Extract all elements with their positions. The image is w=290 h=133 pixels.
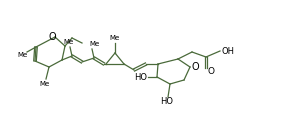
Text: O: O xyxy=(191,62,199,72)
Text: HO: HO xyxy=(135,74,148,82)
Text: Me: Me xyxy=(39,81,49,87)
Text: Me: Me xyxy=(17,52,27,58)
Text: Me: Me xyxy=(89,41,99,47)
Text: OH: OH xyxy=(222,47,235,55)
Text: O: O xyxy=(208,66,215,76)
Text: Me: Me xyxy=(64,39,74,45)
Text: Me: Me xyxy=(110,35,120,41)
Text: HO: HO xyxy=(160,97,173,107)
Text: O: O xyxy=(48,32,56,42)
